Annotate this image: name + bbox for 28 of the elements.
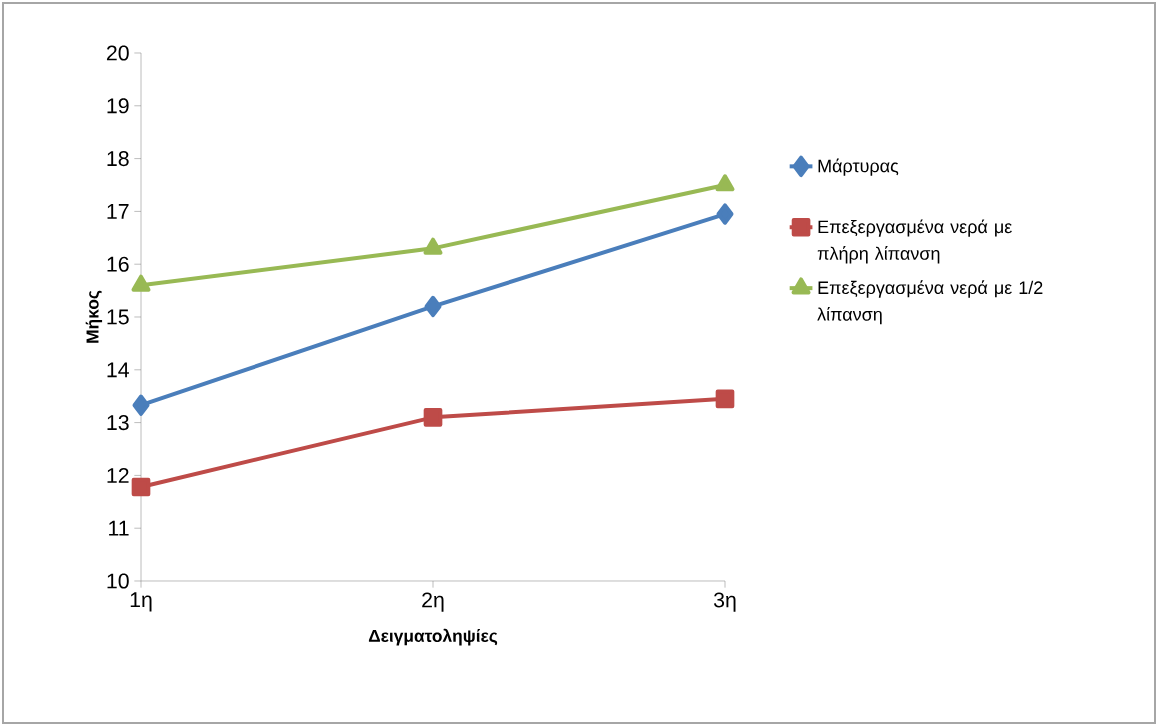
- point: [423, 407, 443, 427]
- y-tick-label: 19: [107, 98, 129, 114]
- point: [423, 237, 443, 255]
- y-axis-title: Μήκος: [85, 290, 103, 343]
- y-tick-label: 10: [107, 573, 129, 589]
- y-tick-label: 15: [107, 309, 129, 325]
- y-tick-label: 17: [107, 204, 129, 219]
- y-tick-label: 13: [107, 415, 129, 431]
- x-axis-title: Δειγματοληψίες: [368, 628, 498, 646]
- x-tick-label: 3η: [713, 592, 736, 612]
- point: [131, 274, 151, 292]
- y-tick-label: 14: [107, 362, 129, 378]
- legend-label: Επεξεργασμένα νερά με 1/2 λίπανση: [817, 280, 1043, 325]
- y-tick-label: 16: [107, 256, 129, 272]
- x-tick-label: 1η: [130, 592, 152, 612]
- y-tick-label: 18: [107, 151, 129, 167]
- legend-label: Μάρτυρας: [818, 158, 899, 176]
- y-tick-label: 11: [109, 520, 129, 536]
- point: [131, 477, 151, 497]
- point: [715, 174, 735, 192]
- y-tick-label: 20: [106, 45, 129, 61]
- legend-label: Επεξεργασμένα νερά με πλήρη λίπανση: [817, 219, 1012, 264]
- point: [716, 203, 734, 225]
- point: [424, 295, 442, 318]
- point: [715, 389, 735, 409]
- point: [132, 394, 150, 416]
- x-tick-label: 2η: [422, 592, 444, 612]
- y-tick-label: 12: [107, 467, 129, 483]
